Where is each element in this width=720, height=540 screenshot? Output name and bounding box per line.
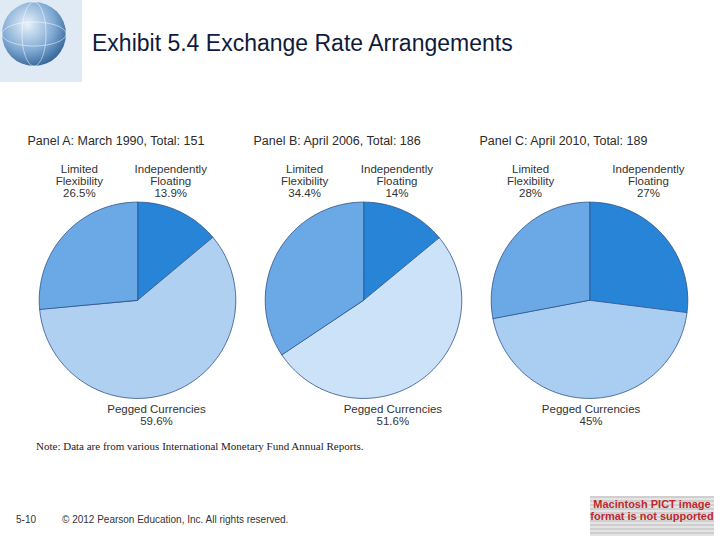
svg-text:LimitedFlexibility34.4%: LimitedFlexibility34.4% bbox=[281, 163, 329, 199]
html-text:Macintosh PICT image format is: Macintosh PICT image format is not suppo… bbox=[590, 498, 714, 522]
svg-text:Pegged Currencies59.6%: Pegged Currencies59.6% bbox=[107, 403, 206, 427]
svg-text:IndependentlyFloating27%: IndependentlyFloating27% bbox=[612, 163, 685, 199]
svg-text:Pegged Currencies51.6%: Pegged Currencies51.6% bbox=[344, 403, 443, 427]
svg-text:IndependentlyFloating13.9%: IndependentlyFloating13.9% bbox=[135, 163, 208, 199]
svg-text:LimitedFlexibility28%: LimitedFlexibility28% bbox=[507, 163, 555, 199]
svg-text:LimitedFlexibility26.5%: LimitedFlexibility26.5% bbox=[56, 163, 104, 199]
svg-text:IndependentlyFloating14%: IndependentlyFloating14% bbox=[361, 163, 434, 199]
svg-text:Pegged Currencies45%: Pegged Currencies45% bbox=[542, 403, 641, 427]
svg-text:Panel C: April 2010, Total: 18: Panel C: April 2010, Total: 189 bbox=[479, 134, 647, 148]
html-text:© 2012 Pearson Education, Inc.: © 2012 Pearson Education, Inc. All right… bbox=[62, 514, 289, 525]
svg-text:Panel A: March 1990, Total: 15: Panel A: March 1990, Total: 151 bbox=[27, 134, 204, 148]
html-text:Note: Data are from various In: Note: Data are from various Internationa… bbox=[36, 440, 364, 452]
svg-text:Panel B: April 2006, Total: 18: Panel B: April 2006, Total: 186 bbox=[253, 134, 420, 148]
html-text:5-10: 5-10 bbox=[16, 514, 36, 525]
html-text:Exhibit 5.4 Exchange Rate Arra: Exhibit 5.4 Exchange Rate Arrangements bbox=[92, 30, 513, 56]
